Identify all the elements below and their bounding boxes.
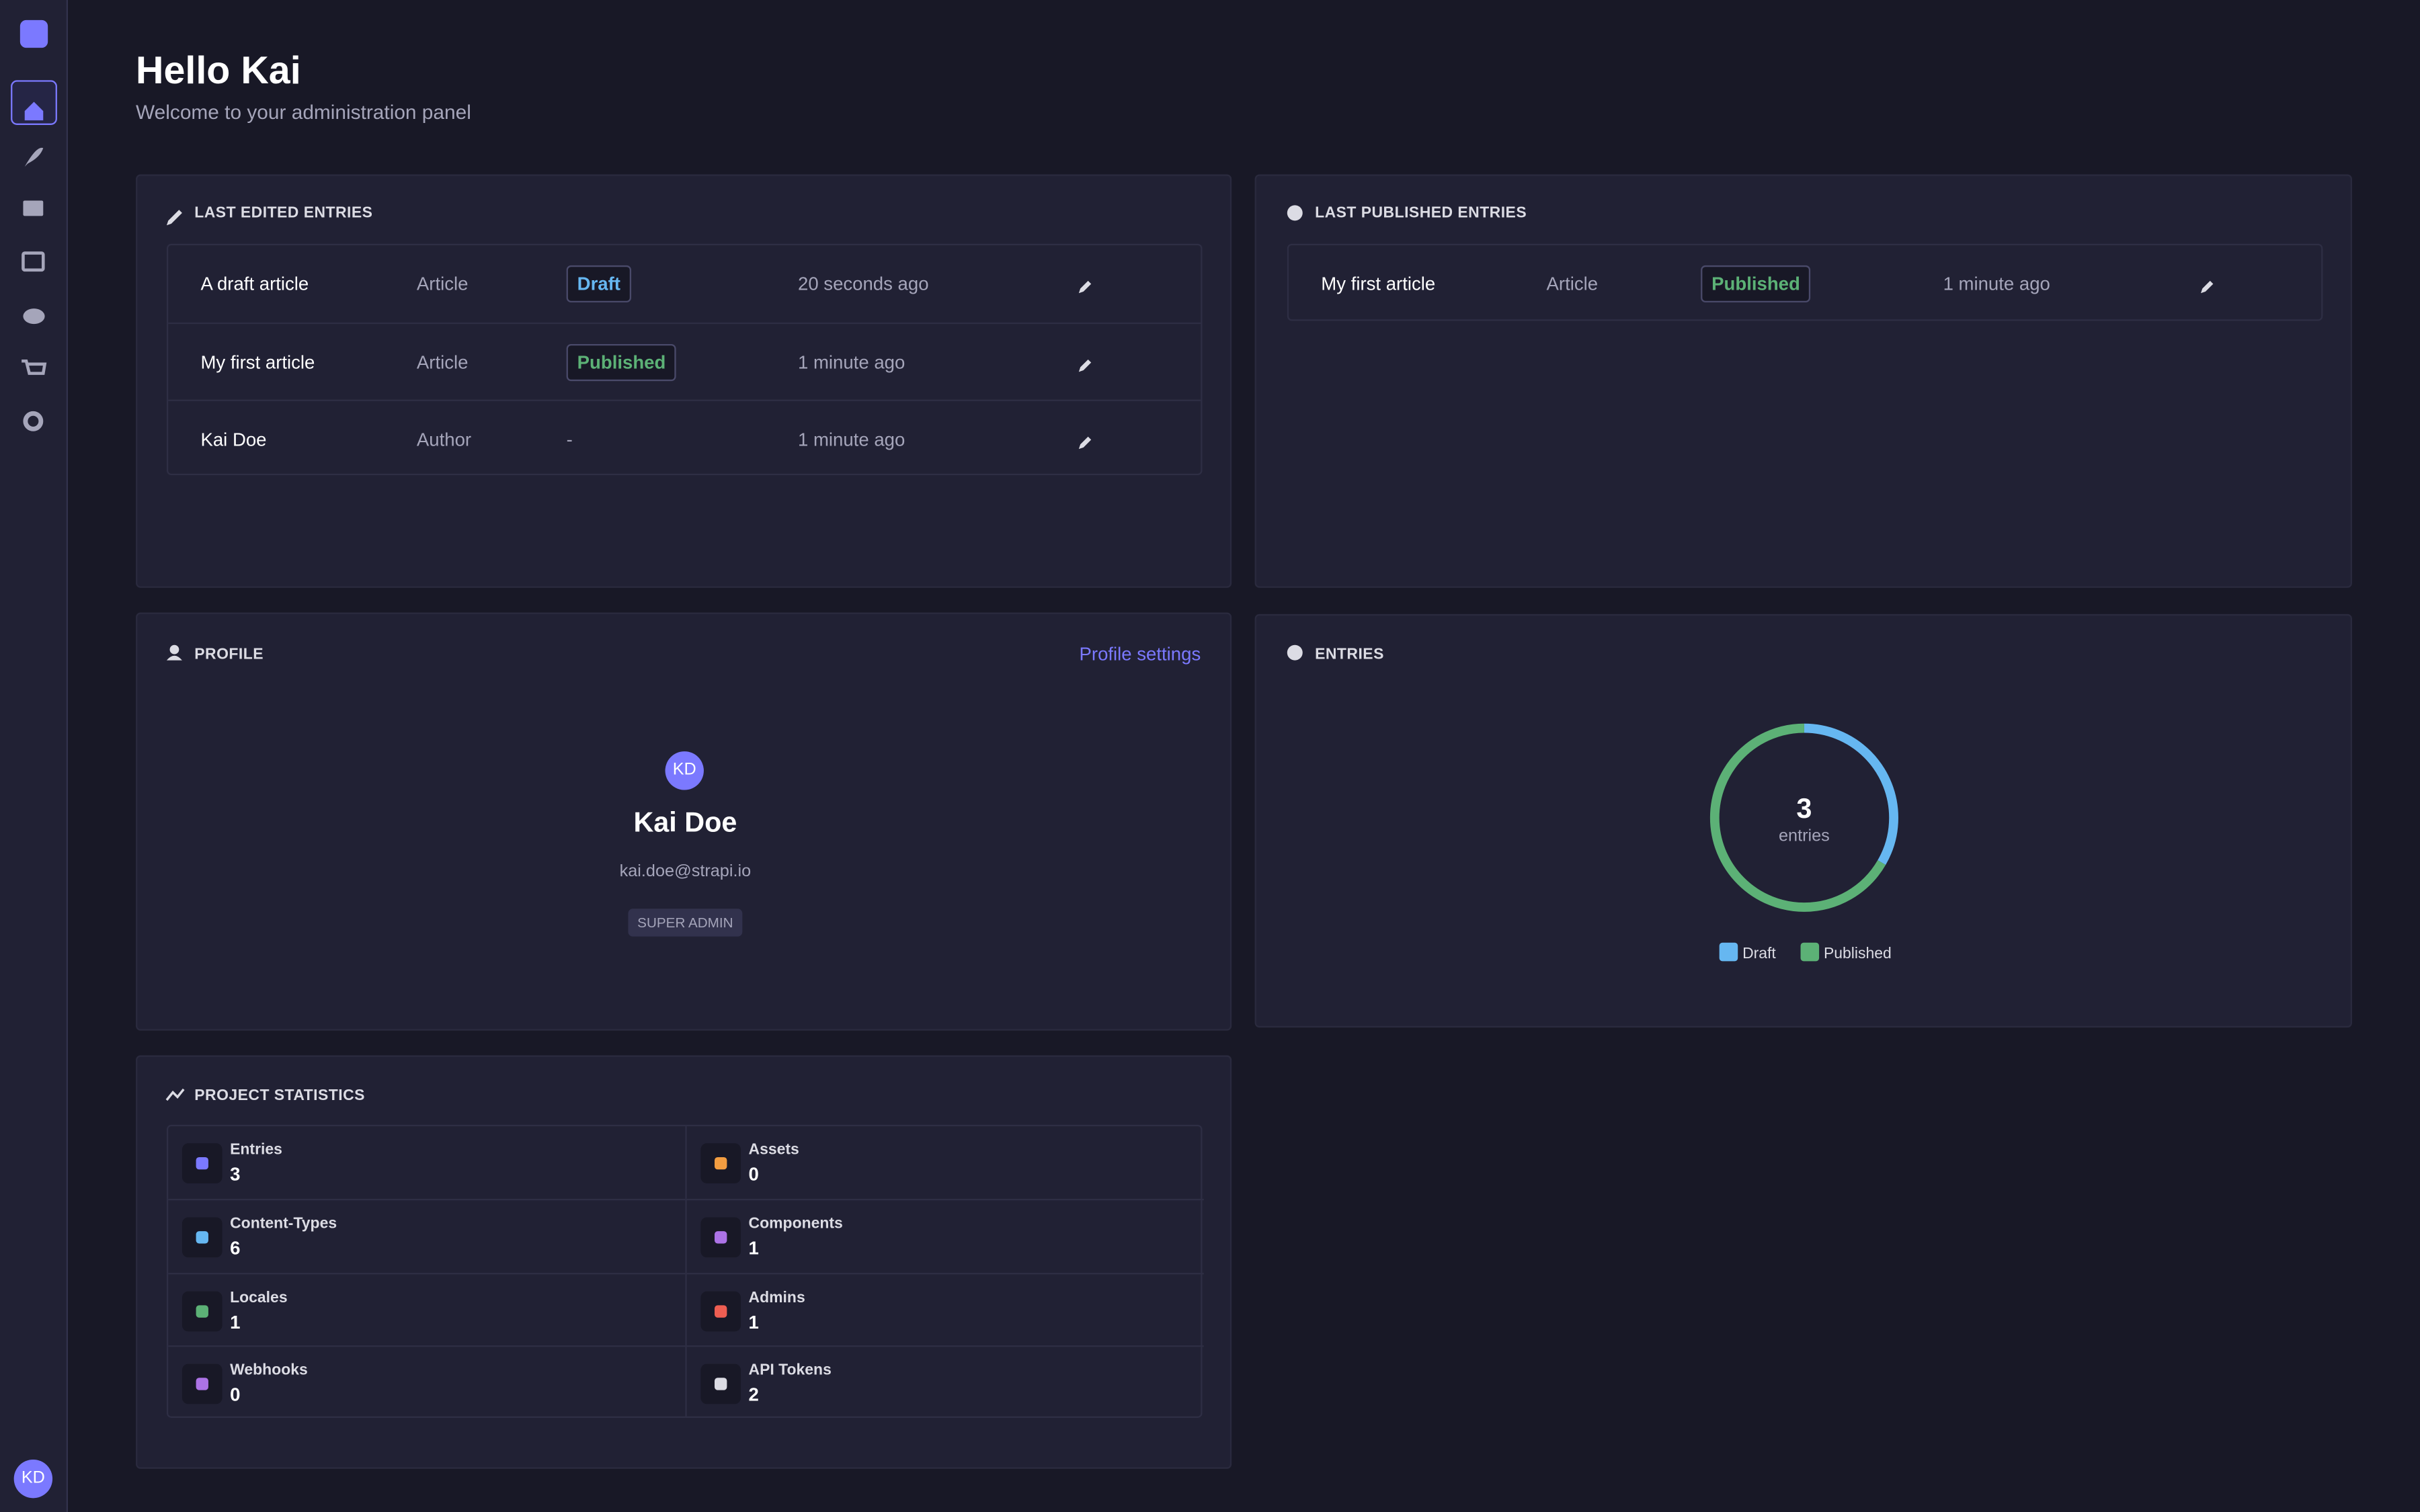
stat-label: Locales (230, 1289, 288, 1306)
stat-cell: Assets 0 (685, 1126, 1203, 1200)
donut-segment (1709, 723, 1898, 912)
donut-chart: 3 entries Draft Published (1709, 723, 1898, 962)
status-badge: Published (1701, 265, 1811, 303)
stat-value: 2 (748, 1383, 759, 1406)
table-row[interactable]: Kai Doe Author - 1 minute ago (168, 399, 1201, 477)
stat-cell: Webhooks 0 (168, 1345, 686, 1417)
page-subtitle: Welcome to your administration panel (136, 100, 471, 124)
table-row[interactable]: A draft article Article Draft 20 seconds ag… (168, 245, 1201, 323)
sidebar: KD (0, 0, 69, 1512)
stat-cell: Components 1 (685, 1199, 1204, 1272)
stat-label: Components (748, 1216, 843, 1234)
stat-icon-glyph (715, 1157, 727, 1170)
entry-time: 1 minute ago (1943, 273, 2050, 295)
entry-type: Article (416, 273, 469, 295)
entry-name: My first article (1321, 273, 1436, 295)
legend-label: Published (1824, 944, 1892, 962)
profile-settings-link[interactable]: Profile settings (1079, 643, 1201, 665)
stat-icon-glyph (196, 1304, 208, 1317)
donut-total: 3 (1796, 793, 1812, 824)
profile-card: PROFILE Profile settings KD Kai Doe kai.… (136, 612, 1232, 1031)
stat-label: Content-Types (230, 1216, 337, 1234)
edit-button[interactable] (2200, 275, 2215, 294)
table-row[interactable]: My first article Article Published 1 minute… (1289, 245, 2321, 323)
stat-label: Webhooks (230, 1361, 308, 1379)
stat-label: Entries (230, 1141, 282, 1159)
entry-time: 1 minute ago (797, 351, 905, 374)
donut-total-label: entries (1779, 826, 1830, 845)
entry-time: 20 seconds ago (797, 273, 929, 295)
stat-icon-glyph (715, 1304, 727, 1317)
stat-value: 1 (748, 1237, 759, 1260)
logo[interactable] (19, 19, 48, 48)
card-title: LAST PUBLISHED ENTRIES (1315, 205, 1527, 222)
stat-value: 3 (230, 1163, 241, 1185)
stat-cell: Content-Types 6 (168, 1199, 686, 1272)
status-badge: Draft (566, 265, 632, 303)
stat-value: 6 (230, 1237, 241, 1260)
stat-icon (700, 1363, 741, 1404)
card-title: PROFILE (194, 646, 264, 664)
legend-swatch (1719, 942, 1738, 962)
user-avatar[interactable]: KD (13, 1459, 53, 1499)
stat-icon-glyph (715, 1231, 727, 1245)
legend-swatch (1800, 942, 1820, 962)
status-badge: Published (566, 343, 677, 382)
stat-label: Assets (748, 1141, 799, 1159)
table-row[interactable]: My first article Article Published 1 minute… (168, 322, 1201, 400)
entry-type: Article (1546, 273, 1599, 295)
entry-name: A draft article (200, 273, 309, 295)
entry-status: - (566, 429, 573, 451)
entry-name: My first article (200, 351, 315, 374)
stat-icon-glyph (196, 1231, 208, 1245)
stat-value: 0 (230, 1383, 241, 1406)
stat-icon (700, 1218, 741, 1258)
entries-card: ENTRIES 3 entries Draft Published (1254, 614, 2352, 1028)
stat-icon (182, 1290, 223, 1331)
profile-avatar: KD (665, 751, 704, 790)
profile-role: SUPER ADMIN (628, 909, 743, 937)
stat-label: API Tokens (748, 1361, 832, 1379)
entry-name: Kai Doe (200, 429, 267, 451)
stat-cell: API Tokens 2 (685, 1345, 1204, 1418)
last-edited-card: LAST EDITED ENTRIES A draft article Artic… (136, 174, 1232, 588)
stat-icon (182, 1363, 223, 1404)
entry-time: 1 minute ago (797, 429, 905, 451)
stat-value: 1 (748, 1310, 759, 1333)
card-title: ENTRIES (1315, 646, 1384, 664)
statistics-card: PROJECT STATISTICS Entries 3 Assets 0 Conten… (136, 1055, 1232, 1469)
card-title: PROJECT STATISTICS (194, 1087, 365, 1105)
entries-table: My first article Article Published 1 minute… (1287, 243, 2323, 323)
entries-table: A draft article Article Draft 20 seconds ag… (166, 243, 1203, 477)
legend-label: Draft (1742, 944, 1776, 962)
stat-icon (700, 1290, 741, 1331)
stat-icon-glyph (196, 1377, 208, 1390)
stat-icon-glyph (715, 1377, 727, 1390)
card-icons (165, 205, 1303, 1101)
nav-icons (22, 101, 47, 431)
stat-value: 1 (230, 1310, 241, 1333)
edit-button[interactable] (1078, 353, 1093, 372)
stat-icon (182, 1143, 223, 1183)
page-title: Hello Kai (136, 49, 301, 93)
stat-icon (182, 1218, 223, 1258)
stat-cell: Entries 3 (168, 1126, 685, 1199)
stat-icon (700, 1143, 741, 1183)
entry-type: Article (416, 351, 469, 374)
profile-name: Kai Doe (633, 806, 737, 838)
stat-value: 0 (748, 1163, 759, 1185)
entry-type: Author (416, 429, 472, 451)
statistics-grid: Entries 3 Assets 0 Content-Types 6 Components 1… (166, 1124, 1204, 1418)
card-title: LAST EDITED ENTRIES (194, 205, 373, 222)
stat-label: Admins (748, 1289, 805, 1306)
profile-email: kai.doe@strapi.io (619, 862, 752, 881)
stat-icon-glyph (196, 1157, 208, 1170)
edit-button[interactable] (1078, 431, 1093, 450)
edit-button[interactable] (1078, 275, 1093, 294)
last-published-card: LAST PUBLISHED ENTRIES My first article A… (1254, 174, 2352, 588)
stat-cell: Admins 1 (685, 1271, 1204, 1345)
stat-cell: Locales 1 (168, 1271, 686, 1345)
